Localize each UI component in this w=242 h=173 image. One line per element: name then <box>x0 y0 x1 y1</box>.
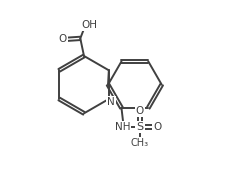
Text: CH₃: CH₃ <box>131 138 149 148</box>
Text: O: O <box>58 34 67 44</box>
Text: O: O <box>136 106 144 116</box>
Text: S: S <box>136 122 144 132</box>
Text: O: O <box>153 122 162 132</box>
Text: NH: NH <box>115 122 130 132</box>
Text: OH: OH <box>82 20 98 30</box>
Text: N: N <box>107 97 114 107</box>
